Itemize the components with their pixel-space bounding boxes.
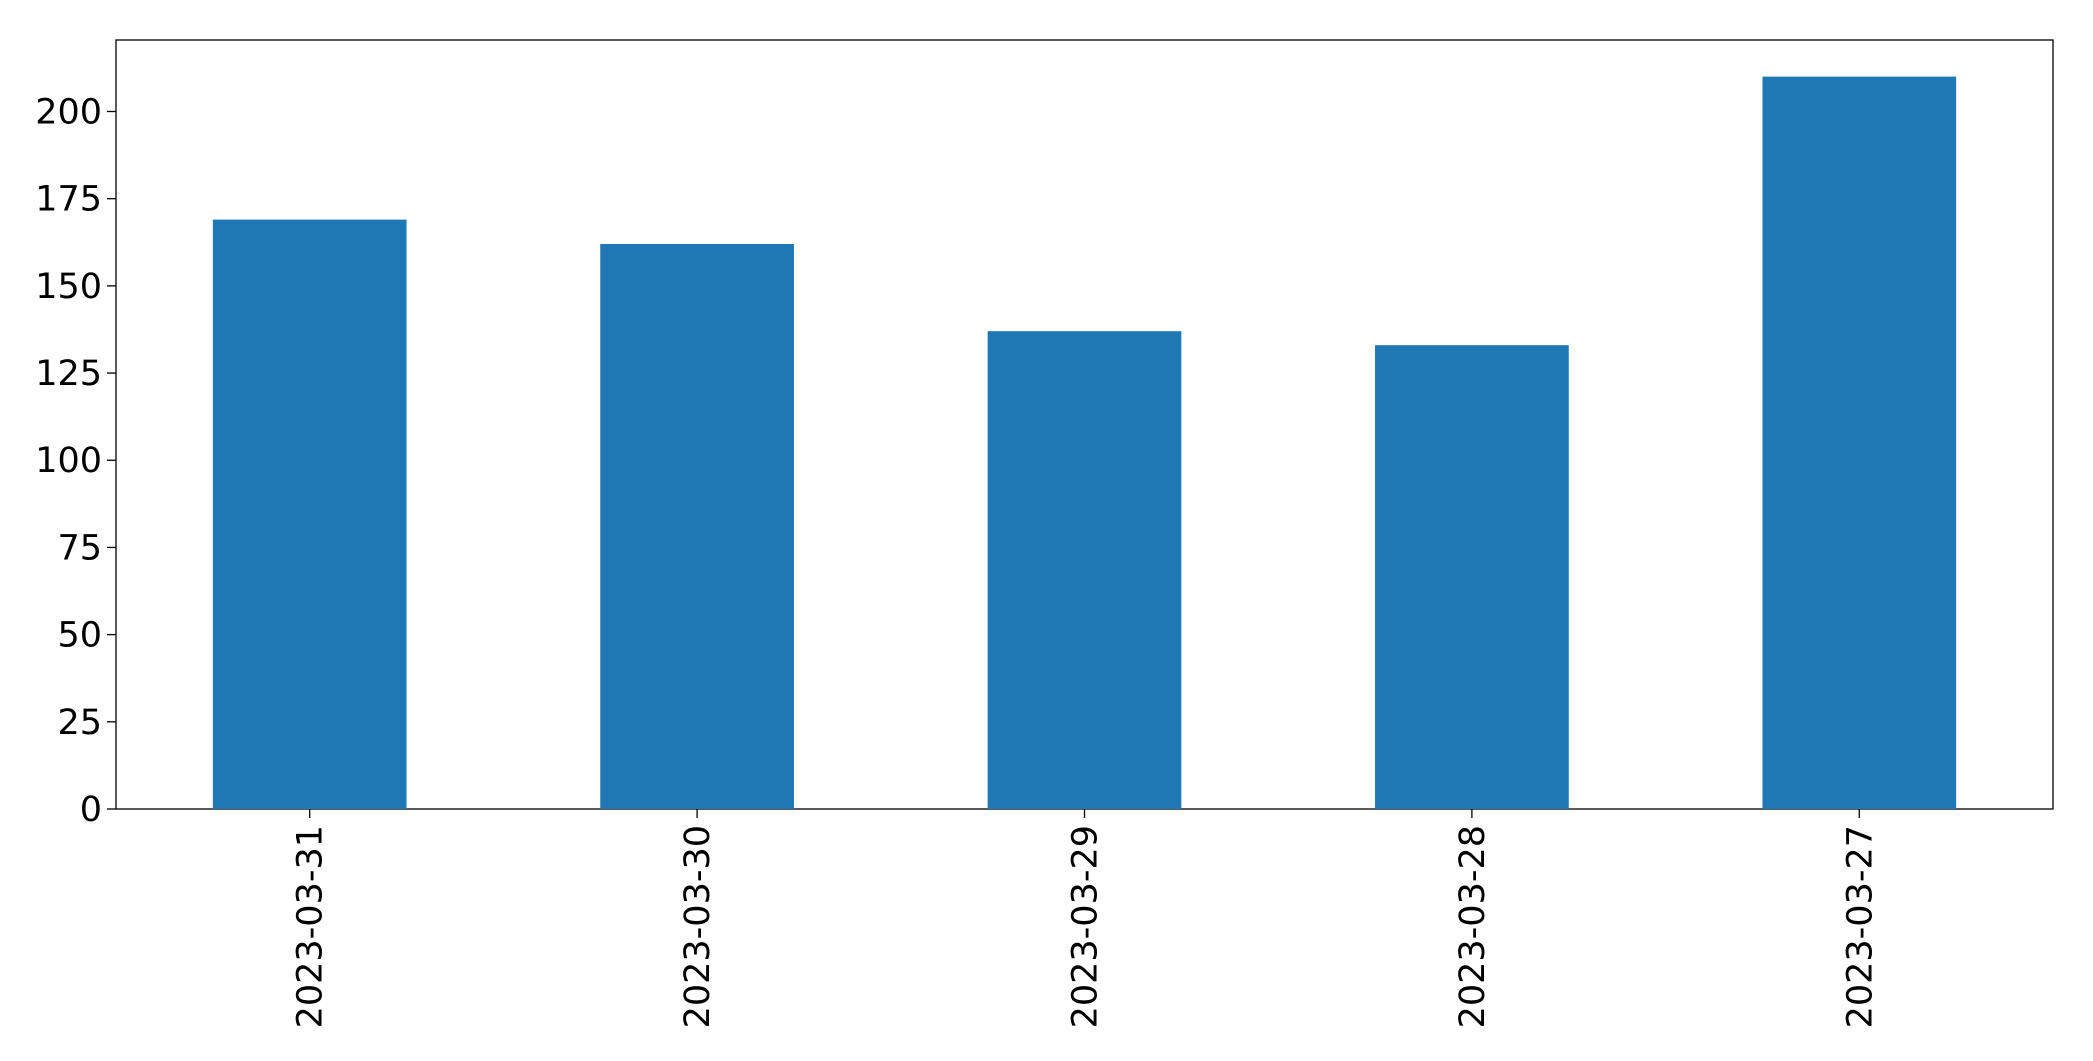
y-tick-label: 125 xyxy=(35,354,102,394)
x-tick-label: 2023-03-27 xyxy=(1840,825,1880,1028)
bar xyxy=(987,331,1182,809)
bar xyxy=(600,244,794,810)
y-tick-label: 175 xyxy=(35,180,102,220)
x-tick-label: 2023-03-28 xyxy=(1453,825,1493,1028)
x-tick-label: 2023-03-30 xyxy=(678,825,718,1028)
y-tick-label: 150 xyxy=(35,267,102,307)
x-tick-label: 2023-03-29 xyxy=(1066,825,1106,1028)
y-tick-label: 0 xyxy=(80,790,102,830)
y-tick-label: 200 xyxy=(35,92,102,132)
y-tick-label: 75 xyxy=(57,528,102,568)
bar xyxy=(1375,345,1569,809)
x-tick-label: 2023-03-31 xyxy=(291,825,331,1028)
y-tick-label: 100 xyxy=(35,441,102,481)
y-tick-label: 25 xyxy=(57,703,102,743)
y-tick-label: 50 xyxy=(57,616,102,656)
bar xyxy=(1762,76,1957,810)
bar xyxy=(212,219,407,809)
